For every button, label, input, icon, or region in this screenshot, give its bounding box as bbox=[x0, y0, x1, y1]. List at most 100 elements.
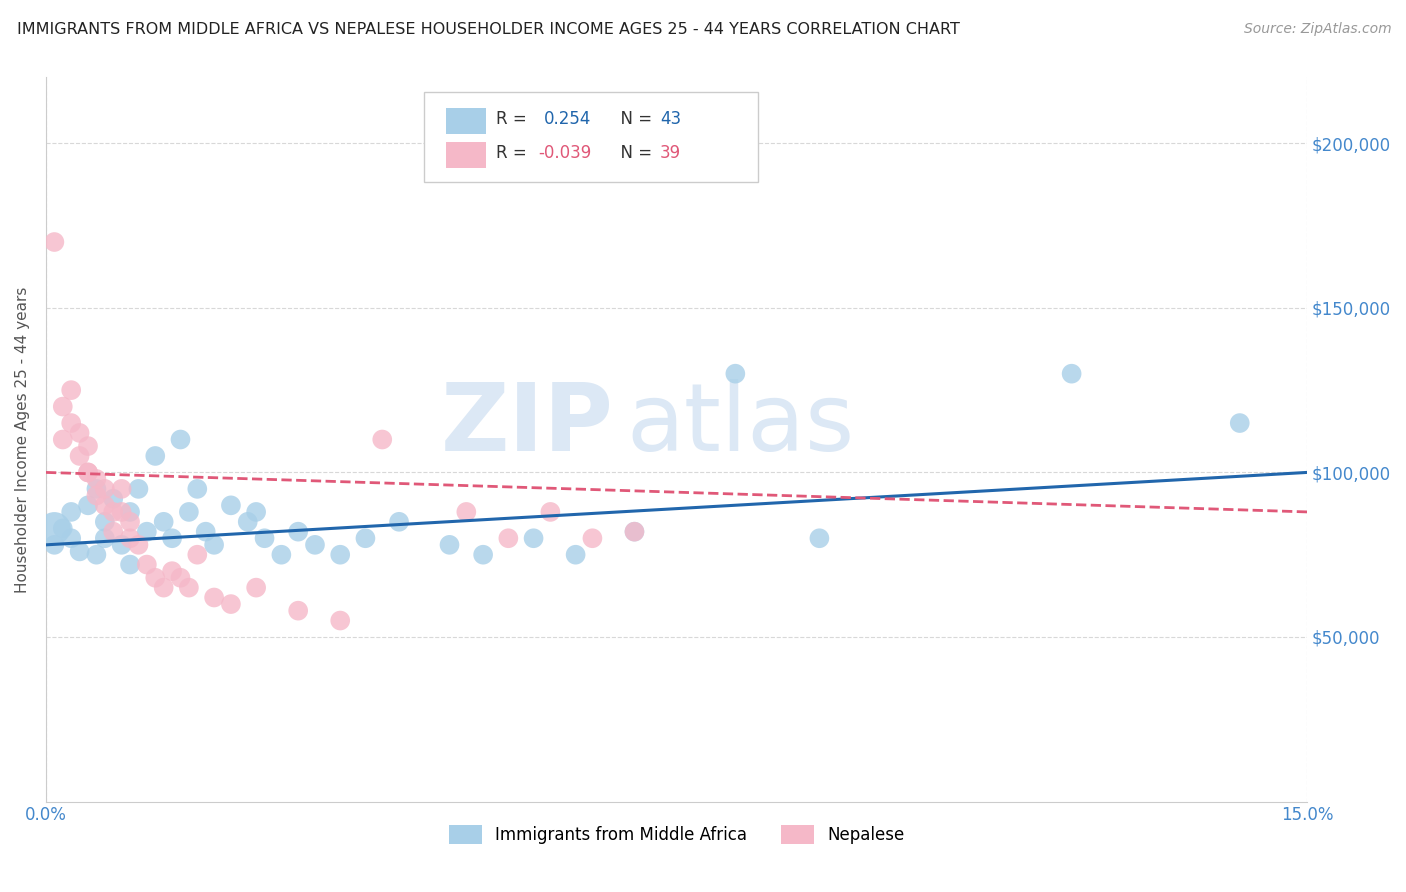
Point bbox=[724, 367, 747, 381]
Point bbox=[94, 531, 117, 545]
Point bbox=[169, 571, 191, 585]
Point bbox=[77, 439, 100, 453]
Y-axis label: Householder Income Ages 25 - 44 years: Householder Income Ages 25 - 44 years bbox=[15, 286, 30, 592]
Point bbox=[1229, 416, 1251, 430]
Point bbox=[86, 488, 108, 502]
Point bbox=[245, 581, 267, 595]
Point bbox=[245, 505, 267, 519]
Text: 0.254: 0.254 bbox=[544, 111, 592, 128]
Text: 39: 39 bbox=[659, 145, 682, 162]
Point bbox=[354, 531, 377, 545]
Point bbox=[581, 531, 603, 545]
Point bbox=[808, 531, 831, 545]
Point bbox=[623, 524, 645, 539]
Point bbox=[456, 505, 478, 519]
Point bbox=[152, 515, 174, 529]
Text: R =: R = bbox=[496, 145, 531, 162]
Point bbox=[103, 491, 125, 506]
Point bbox=[86, 548, 108, 562]
Point bbox=[103, 505, 125, 519]
Point bbox=[270, 548, 292, 562]
Point bbox=[160, 564, 183, 578]
Point bbox=[103, 524, 125, 539]
Text: 43: 43 bbox=[659, 111, 682, 128]
Point bbox=[86, 472, 108, 486]
Point bbox=[60, 383, 83, 397]
Point bbox=[143, 571, 166, 585]
Point bbox=[118, 531, 141, 545]
Point bbox=[236, 515, 259, 529]
Point bbox=[94, 499, 117, 513]
Point bbox=[522, 531, 544, 545]
Point bbox=[52, 521, 75, 535]
Point bbox=[623, 524, 645, 539]
Point bbox=[135, 524, 157, 539]
Point bbox=[304, 538, 326, 552]
Point bbox=[52, 400, 75, 414]
Point bbox=[118, 558, 141, 572]
Point bbox=[44, 235, 66, 249]
Point bbox=[77, 466, 100, 480]
Point bbox=[69, 544, 91, 558]
Point bbox=[177, 505, 200, 519]
Point bbox=[60, 416, 83, 430]
Point bbox=[143, 449, 166, 463]
Point bbox=[287, 524, 309, 539]
Point bbox=[60, 505, 83, 519]
Point bbox=[202, 538, 225, 552]
Point bbox=[160, 531, 183, 545]
Text: atlas: atlas bbox=[626, 379, 855, 471]
Point bbox=[472, 548, 495, 562]
Point bbox=[111, 538, 134, 552]
Text: IMMIGRANTS FROM MIDDLE AFRICA VS NEPALESE HOUSEHOLDER INCOME AGES 25 - 44 YEARS : IMMIGRANTS FROM MIDDLE AFRICA VS NEPALES… bbox=[17, 22, 960, 37]
Point bbox=[253, 531, 276, 545]
Point bbox=[388, 515, 411, 529]
Point bbox=[287, 604, 309, 618]
Point bbox=[538, 505, 561, 519]
Point bbox=[219, 499, 242, 513]
Point bbox=[111, 505, 134, 519]
Point bbox=[202, 591, 225, 605]
Point bbox=[1060, 367, 1083, 381]
Point bbox=[152, 581, 174, 595]
Point bbox=[194, 524, 217, 539]
Legend: Immigrants from Middle Africa, Nepalese: Immigrants from Middle Africa, Nepalese bbox=[449, 825, 904, 844]
Point bbox=[135, 558, 157, 572]
Point bbox=[94, 482, 117, 496]
Point bbox=[44, 521, 66, 535]
Point bbox=[127, 482, 149, 496]
Point bbox=[60, 531, 83, 545]
Text: Source: ZipAtlas.com: Source: ZipAtlas.com bbox=[1244, 22, 1392, 37]
Point bbox=[77, 466, 100, 480]
Point bbox=[118, 515, 141, 529]
FancyBboxPatch shape bbox=[425, 92, 758, 183]
Text: N =: N = bbox=[610, 111, 657, 128]
Point bbox=[498, 531, 520, 545]
Point bbox=[69, 449, 91, 463]
Point bbox=[69, 425, 91, 440]
Point bbox=[564, 548, 586, 562]
Point bbox=[177, 581, 200, 595]
Text: -0.039: -0.039 bbox=[537, 145, 591, 162]
Point bbox=[111, 482, 134, 496]
Point bbox=[439, 538, 461, 552]
Point bbox=[371, 433, 394, 447]
Text: N =: N = bbox=[610, 145, 657, 162]
Point bbox=[86, 482, 108, 496]
Point bbox=[329, 548, 352, 562]
Point bbox=[77, 499, 100, 513]
Point bbox=[118, 505, 141, 519]
Point bbox=[186, 548, 208, 562]
FancyBboxPatch shape bbox=[446, 142, 486, 168]
Point bbox=[44, 538, 66, 552]
Point bbox=[169, 433, 191, 447]
Text: ZIP: ZIP bbox=[440, 379, 613, 471]
Point bbox=[219, 597, 242, 611]
Point bbox=[186, 482, 208, 496]
Point bbox=[52, 433, 75, 447]
Text: R =: R = bbox=[496, 111, 537, 128]
Point bbox=[127, 538, 149, 552]
FancyBboxPatch shape bbox=[446, 108, 486, 134]
Point bbox=[329, 614, 352, 628]
Point bbox=[94, 515, 117, 529]
